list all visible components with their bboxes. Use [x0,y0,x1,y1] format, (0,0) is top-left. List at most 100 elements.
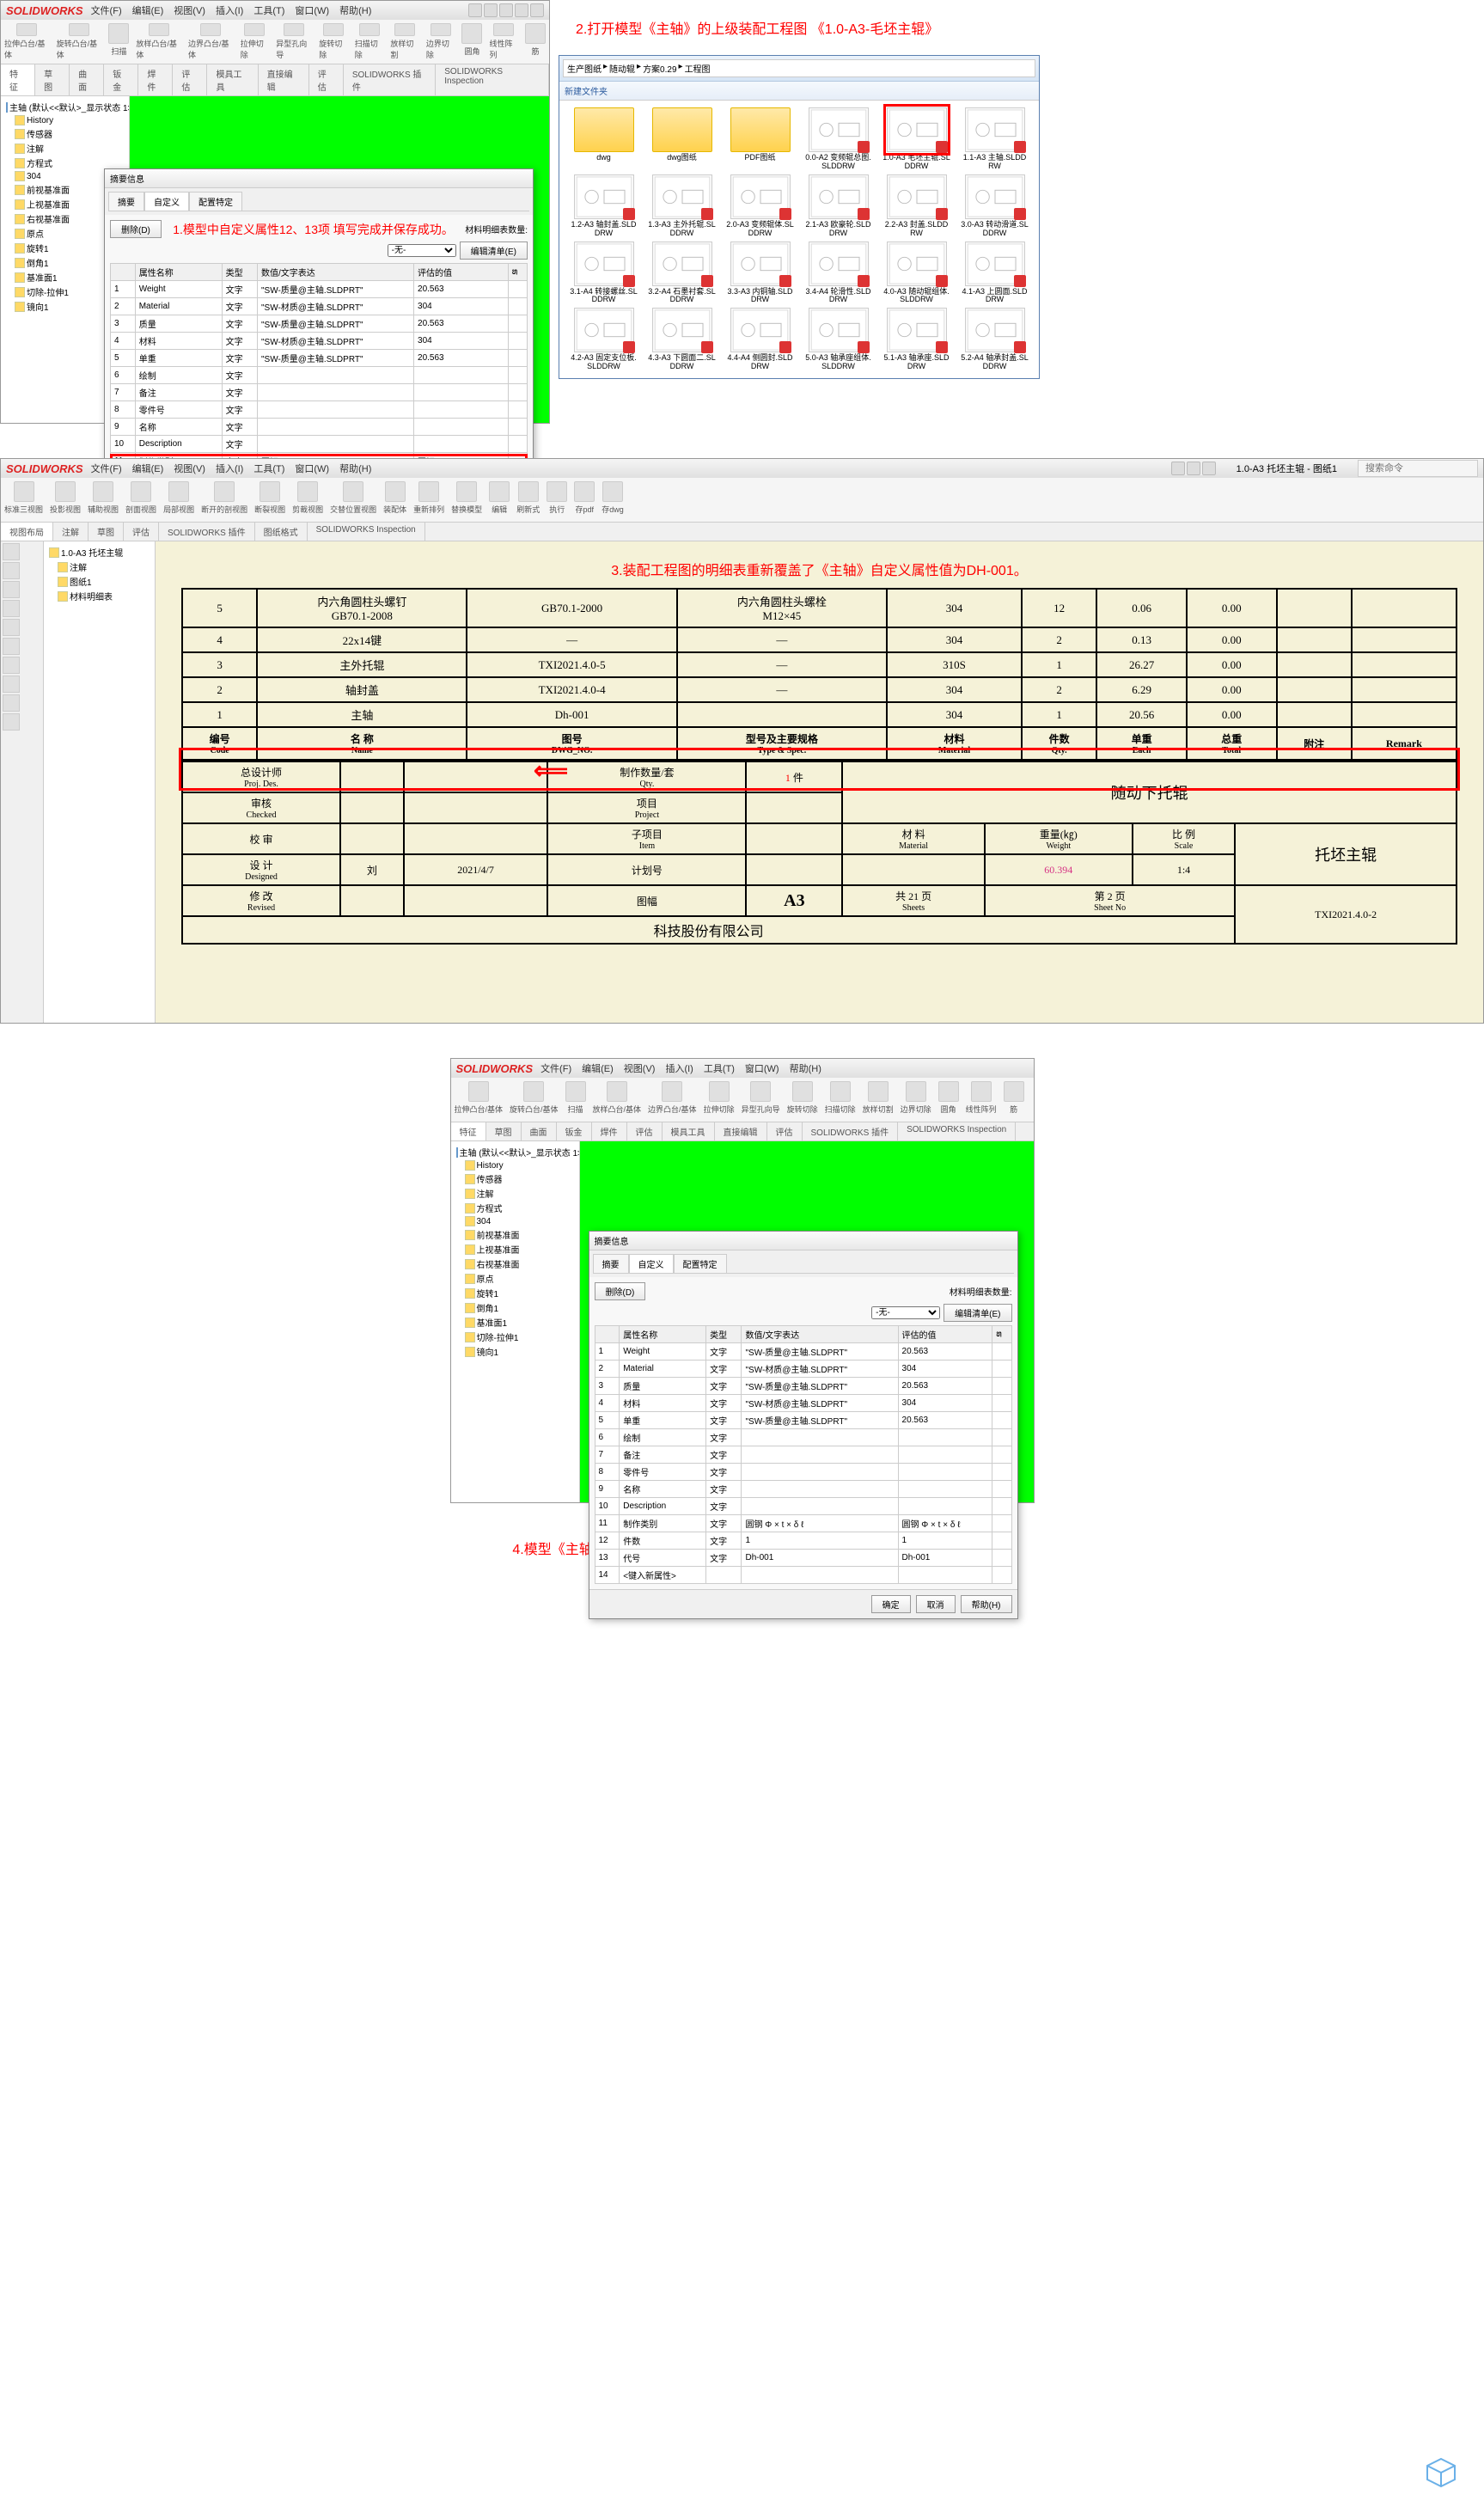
command-tab[interactable]: 特征 [451,1122,486,1140]
table-row[interactable]: 5单重文字"SW-质量@主轴.SLDPRT"20.563 [111,350,528,367]
command-tab[interactable]: 草图 [35,64,70,95]
bom-row[interactable]: 1主轴Dh-001304120.560.00 [182,702,1457,727]
table-row[interactable]: 9名称文字 [595,1481,1011,1498]
cell[interactable]: 5 [111,350,136,367]
file-item[interactable]: 1.0-A3 毛坯主辊.SLDDRW [879,107,954,171]
file-item[interactable]: 4.0-A3 随动辊组体.SLDDRW [879,242,954,305]
cell[interactable]: 零件号 [135,401,222,419]
table-row[interactable]: 7备注文字 [595,1446,1011,1464]
command-tab[interactable]: 评估 [767,1122,803,1140]
cell[interactable] [508,298,527,315]
table-row[interactable]: 9名称文字 [111,419,528,436]
file-item[interactable]: 1.2-A3 轴封盖.SLDDRW [566,174,641,238]
cell[interactable]: "SW-质量@主轴.SLDPRT" [257,315,413,333]
cell[interactable]: 20.563 [414,350,509,367]
ribbon-item[interactable]: 放样凸台/基体 [593,1081,642,1118]
cell[interactable]: 文字 [222,436,257,453]
cell[interactable]: 1 [742,1532,898,1550]
command-tab[interactable]: 模具工具 [207,64,258,95]
drawing-canvas[interactable]: 3.装配工程图的明细表重新覆盖了《主轴》自定义属性值为DH-001。 5内六角圆… [156,541,1483,1023]
cell[interactable] [414,419,509,436]
cell[interactable]: 6 [111,367,136,384]
cell[interactable]: 文字 [706,1378,742,1395]
cell[interactable]: 名称 [620,1481,706,1498]
menu-item[interactable]: 编辑(E) [577,1060,618,1077]
file-item[interactable]: 2.1-A3 欧豪轮.SLDDRW [801,174,876,238]
table-row[interactable]: 3质量文字"SW-质量@主轴.SLDPRT"20.563 [595,1378,1011,1395]
cell[interactable] [992,1481,1011,1498]
cell[interactable] [706,1567,742,1584]
folder-item[interactable]: dwg [566,107,641,171]
cell[interactable]: 件数 [620,1532,706,1550]
tab-summary[interactable]: 摘要 [108,192,144,211]
cell[interactable]: 304 [898,1395,992,1412]
cell[interactable] [257,401,413,419]
cell[interactable] [508,315,527,333]
menu-item[interactable]: 编辑(E) [128,2,168,19]
cell[interactable]: <键入新属性> [620,1567,706,1584]
ribbon-item[interactable]: 断开的剖视图 [201,481,247,518]
table-row[interactable]: 8零件号文字 [111,401,528,419]
cell[interactable]: 14 [595,1567,620,1584]
table-row[interactable]: 8零件号文字 [595,1464,1011,1481]
cell[interactable]: 2 [111,298,136,315]
ribbon-item[interactable]: 异型孔向导 [742,1081,780,1118]
search-input[interactable] [1358,460,1478,477]
tree-root[interactable]: 主轴 (默认<<默认>_显示状态 1>) [4,100,125,114]
command-tab[interactable]: 特征 [1,64,35,95]
file-item[interactable]: 5.0-A3 轴承座组体.SLDDRW [801,308,876,371]
cell[interactable] [742,1446,898,1464]
cell[interactable]: 6 [595,1429,620,1446]
cell[interactable]: 20.563 [414,281,509,298]
tab-config[interactable]: 配置特定 [189,192,242,211]
tree-item[interactable]: 切除-拉伸1 [463,1330,576,1344]
cell[interactable] [257,367,413,384]
cell[interactable] [898,1498,992,1515]
cell[interactable]: Dh-001 [742,1550,898,1567]
cell[interactable]: 4 [595,1395,620,1412]
bom-row[interactable]: 422x14键——30420.130.00 [182,627,1457,652]
tree-item[interactable]: 传感器 [463,1171,576,1186]
cell[interactable]: 文字 [706,1515,742,1532]
cell[interactable]: 9 [595,1481,620,1498]
cell[interactable]: Description [135,436,222,453]
command-tab[interactable]: SOLIDWORKS Inspection [898,1122,1016,1140]
cell[interactable] [992,1532,1011,1550]
save-icon[interactable] [499,3,513,17]
cell[interactable]: 零件号 [620,1464,706,1481]
cell[interactable]: 制作类别 [620,1515,706,1532]
file-item[interactable]: 2.0-A3 变频辊体.SLDDRW [723,174,797,238]
cell[interactable]: 7 [595,1446,620,1464]
cell[interactable]: 3 [111,315,136,333]
help-button[interactable]: 帮助(H) [961,1595,1012,1613]
menu-item[interactable]: 视图(V) [620,1060,660,1077]
cell[interactable]: 文字 [706,1550,742,1567]
tab-custom[interactable]: 自定义 [629,1254,674,1273]
cell[interactable] [257,419,413,436]
tool-icon[interactable] [3,694,20,712]
ribbon-item[interactable]: 放样切割 [863,1081,894,1118]
file-item[interactable]: 4.3-A3 下圆面二.SLDDRW [644,308,719,371]
cancel-button[interactable]: 取消 [916,1595,956,1613]
command-tab[interactable]: SOLIDWORKS Inspection [308,523,425,541]
cell[interactable]: 文字 [222,350,257,367]
tree-item[interactable]: 传感器 [13,126,125,141]
cell[interactable] [508,436,527,453]
file-item[interactable]: 3.3-A3 内铜轴.SLDDRW [723,242,797,305]
cell[interactable]: 文字 [222,315,257,333]
table-row[interactable]: 1Weight文字"SW-质量@主轴.SLDPRT"20.563 [595,1343,1011,1361]
table-row[interactable]: 6绘制文字 [595,1429,1011,1446]
file-item[interactable]: 3.4-A4 轮滑性.SLDDRW [801,242,876,305]
cell[interactable]: 1 [111,281,136,298]
ribbon-item[interactable]: 异型孔向导 [276,23,312,60]
cell[interactable]: 材料 [135,333,222,350]
menu-item[interactable]: 插入(I) [211,2,247,19]
cell[interactable] [898,1446,992,1464]
cell[interactable] [898,1481,992,1498]
cell[interactable]: 4 [111,333,136,350]
table-row[interactable]: 1Weight文字"SW-质量@主轴.SLDPRT"20.563 [111,281,528,298]
cell[interactable] [742,1567,898,1584]
folder-item[interactable]: PDF图纸 [723,107,797,171]
cell[interactable] [257,384,413,401]
cell[interactable] [257,436,413,453]
